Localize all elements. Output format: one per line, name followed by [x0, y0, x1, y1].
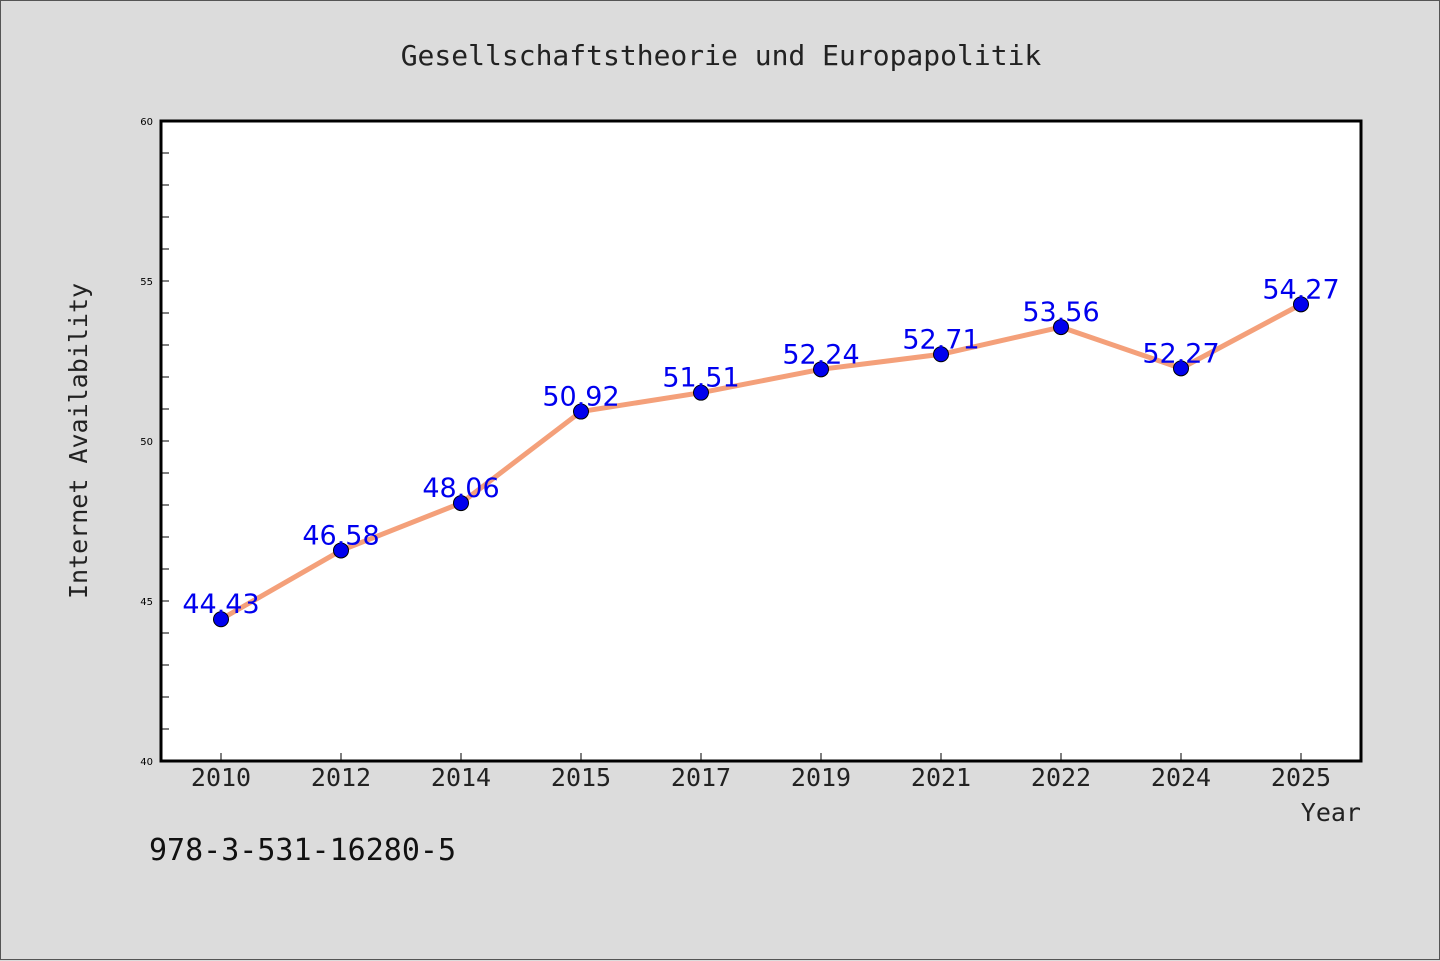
data-point	[573, 403, 589, 420]
y-tick-label: 50	[140, 437, 153, 448]
data-point	[693, 384, 709, 401]
data-label: 51.51	[662, 363, 739, 394]
data-point	[453, 495, 469, 512]
chart-title: Gesellschaftstheorie und Europapolitik	[401, 39, 1042, 72]
x-tick-label: 2014	[431, 763, 491, 792]
x-tick-label: 2012	[311, 763, 371, 792]
x-tick-label: 2017	[671, 763, 731, 792]
y-tick-label: 60	[140, 117, 153, 128]
data-label: 52.71	[902, 324, 979, 355]
plot-area	[161, 121, 1361, 761]
data-point	[213, 611, 229, 628]
x-tick-label: 2024	[1151, 763, 1211, 792]
data-point	[1173, 360, 1189, 377]
plot-frame	[159, 119, 1363, 763]
x-tick-label: 2025	[1271, 763, 1331, 792]
data-label: 52.27	[1142, 338, 1219, 369]
data-point	[333, 542, 349, 559]
y-tick-label: 45	[140, 597, 153, 608]
series-layer: 44.43 46.58 48.06 50.92 51.51 52.24 52.71 53.56…	[182, 274, 1340, 628]
data-label: 44.43	[182, 589, 259, 620]
data-label: 53.56	[1022, 297, 1099, 328]
y-tick-label: 40	[140, 757, 153, 768]
y-tick-label: 55	[140, 277, 153, 288]
x-tick-label: 2019	[791, 763, 851, 792]
data-point	[1293, 296, 1309, 313]
x-tick-label: 2022	[1031, 763, 1091, 792]
x-axis-label: Year	[1301, 798, 1361, 827]
data-point	[813, 361, 829, 378]
data-point	[933, 346, 949, 363]
data-label: 52.24	[782, 339, 859, 370]
x-axis-ticks: 2010 2012 2014 2015 2017 2019 2021 2022 2024 2025	[191, 753, 1331, 792]
data-point	[1053, 319, 1069, 336]
x-tick-label: 2021	[911, 763, 971, 792]
series-line	[218, 301, 1304, 622]
data-label: 50.92	[542, 382, 619, 413]
data-label: 48.06	[422, 473, 499, 504]
x-tick-label: 2015	[551, 763, 611, 792]
data-label: 54.27	[1262, 274, 1339, 305]
x-tick-label: 2010	[191, 763, 251, 792]
isbn-text: 978-3-531-16280-5	[149, 833, 457, 868]
data-label: 46.58	[302, 520, 379, 551]
y-axis-label: Internet Availability	[64, 283, 93, 599]
